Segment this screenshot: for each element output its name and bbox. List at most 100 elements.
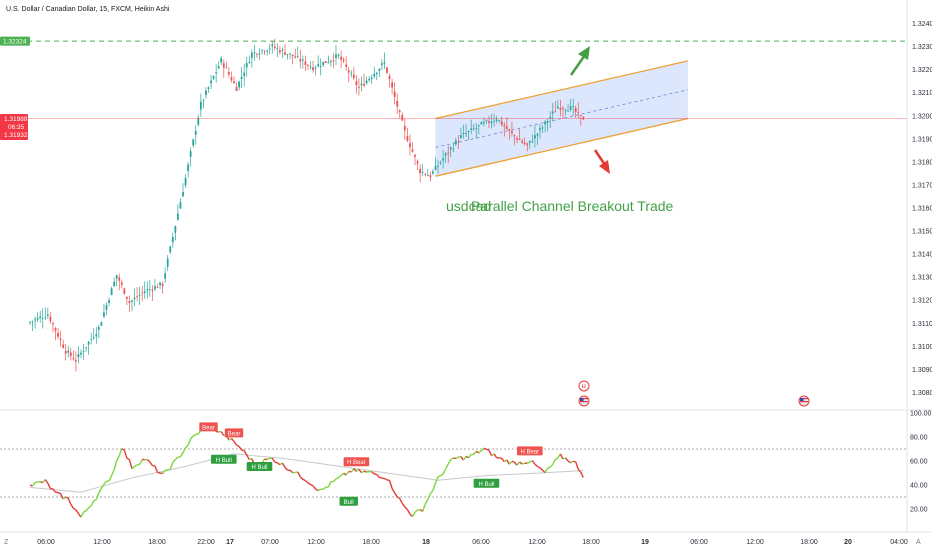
candle-body <box>123 288 126 294</box>
candle-body <box>569 106 572 110</box>
oscillator-segment <box>552 459 556 465</box>
oscillator-segment <box>31 482 36 487</box>
oscillator-segment <box>580 472 584 478</box>
oscillator-segment <box>149 461 153 466</box>
strategy-annotation[interactable]: Parallel Channel Breakout Trade <box>471 198 674 214</box>
oscillator-segment <box>455 456 459 460</box>
arrow-down-icon <box>593 149 610 174</box>
candle-body <box>314 67 317 69</box>
candle-body <box>460 134 462 138</box>
candle-body <box>146 289 149 291</box>
oscillator-segment <box>134 464 138 467</box>
oscillator-segment <box>271 457 276 463</box>
oscillator-segment <box>230 438 235 442</box>
candle-body <box>472 128 475 130</box>
candle-body <box>342 59 345 62</box>
oscillator-segment <box>289 469 294 474</box>
oscillator-segment <box>103 480 108 485</box>
oscillator-segment <box>442 468 447 475</box>
auto-scale-toggle[interactable]: A <box>916 539 921 546</box>
candle-body <box>148 289 151 290</box>
oscillator-tick-label: 60.00 <box>910 459 928 466</box>
oscillator-segment <box>172 458 176 463</box>
oscillator-tick-label: 20.00 <box>910 507 928 514</box>
channel-upper-line <box>435 60 689 120</box>
candle-body <box>541 127 544 129</box>
signal-label-bg <box>211 454 237 464</box>
candle-body <box>513 135 516 137</box>
price-tick-label: 1.31700 <box>912 182 932 189</box>
oscillator-levels <box>0 448 907 498</box>
candle-body <box>375 72 378 75</box>
event-marker-h[interactable]: H <box>578 380 590 392</box>
candle-body <box>398 110 401 112</box>
oscillator-segment <box>110 469 115 476</box>
oscillator-tick-label: 80.00 <box>910 435 928 442</box>
oscillator-segment <box>332 478 337 483</box>
us-flag-icon[interactable] <box>578 395 590 407</box>
oscillator-segment <box>65 496 69 499</box>
candle-body <box>215 72 218 74</box>
candle-body <box>256 53 258 55</box>
candle-body <box>156 286 159 288</box>
candle-body <box>546 121 549 123</box>
oscillator-segment <box>547 466 551 469</box>
candle-body <box>194 130 197 135</box>
oscillator-segment <box>113 460 118 471</box>
symbol-annotation[interactable]: usdcad <box>446 198 491 214</box>
oscillator-segment <box>567 460 572 464</box>
oscillator-segment <box>384 477 388 481</box>
zoom-toggle[interactable]: Z <box>4 539 9 546</box>
candle-body <box>75 359 77 362</box>
oscillator-segment <box>462 455 467 461</box>
candle-body <box>324 61 327 63</box>
candle-body <box>296 56 299 57</box>
candle-body <box>383 61 386 64</box>
oscillator-segment <box>266 457 271 461</box>
candle-body <box>210 80 212 84</box>
candle-body <box>574 108 577 112</box>
signal-label-bg <box>224 428 244 438</box>
candle-body <box>92 337 95 339</box>
candle-body <box>327 62 330 63</box>
candle-body <box>57 332 59 337</box>
candle-body <box>419 168 422 174</box>
candle-body <box>309 66 312 68</box>
candle-body <box>248 62 251 63</box>
oscillator-segment <box>432 482 437 491</box>
oscillator-segment <box>427 493 431 500</box>
candle-body <box>29 322 31 324</box>
oscillator-segment <box>67 497 72 505</box>
oscillator-segment <box>307 482 311 486</box>
oscillator-segment <box>162 469 166 474</box>
time-tick-label: 04:00 <box>890 539 908 546</box>
candle-body <box>511 131 513 134</box>
signal-label-bg <box>246 462 273 471</box>
oscillator-segment <box>299 476 304 480</box>
oscillator-segment <box>302 478 306 482</box>
oscillator-segment <box>131 465 136 470</box>
us-flag-icon-2[interactable] <box>798 395 810 407</box>
candle-body <box>304 61 307 65</box>
oscillator-segment <box>90 500 95 507</box>
time-tick-label: 07:00 <box>261 539 279 546</box>
oscillator-segment <box>572 460 576 463</box>
candle-body <box>49 316 52 322</box>
candle-body <box>365 80 368 84</box>
candle-body <box>393 91 396 97</box>
candle-body <box>143 291 146 294</box>
oscillator-segment <box>450 457 454 461</box>
candle-body <box>225 67 228 69</box>
oscillator-segment <box>315 488 319 492</box>
candle-body <box>307 64 309 66</box>
candle-body <box>426 175 429 176</box>
oscillator-segment <box>488 449 493 457</box>
candle-body <box>59 338 62 340</box>
oscillator-segment <box>297 471 301 478</box>
resistance-price-label: 1.32324 <box>3 38 27 45</box>
candle-body <box>340 56 342 60</box>
oscillator-segment <box>243 450 248 456</box>
oscillator-segment <box>338 474 342 479</box>
candle-body <box>177 213 179 220</box>
time-tick-label: 12:00 <box>746 539 764 546</box>
